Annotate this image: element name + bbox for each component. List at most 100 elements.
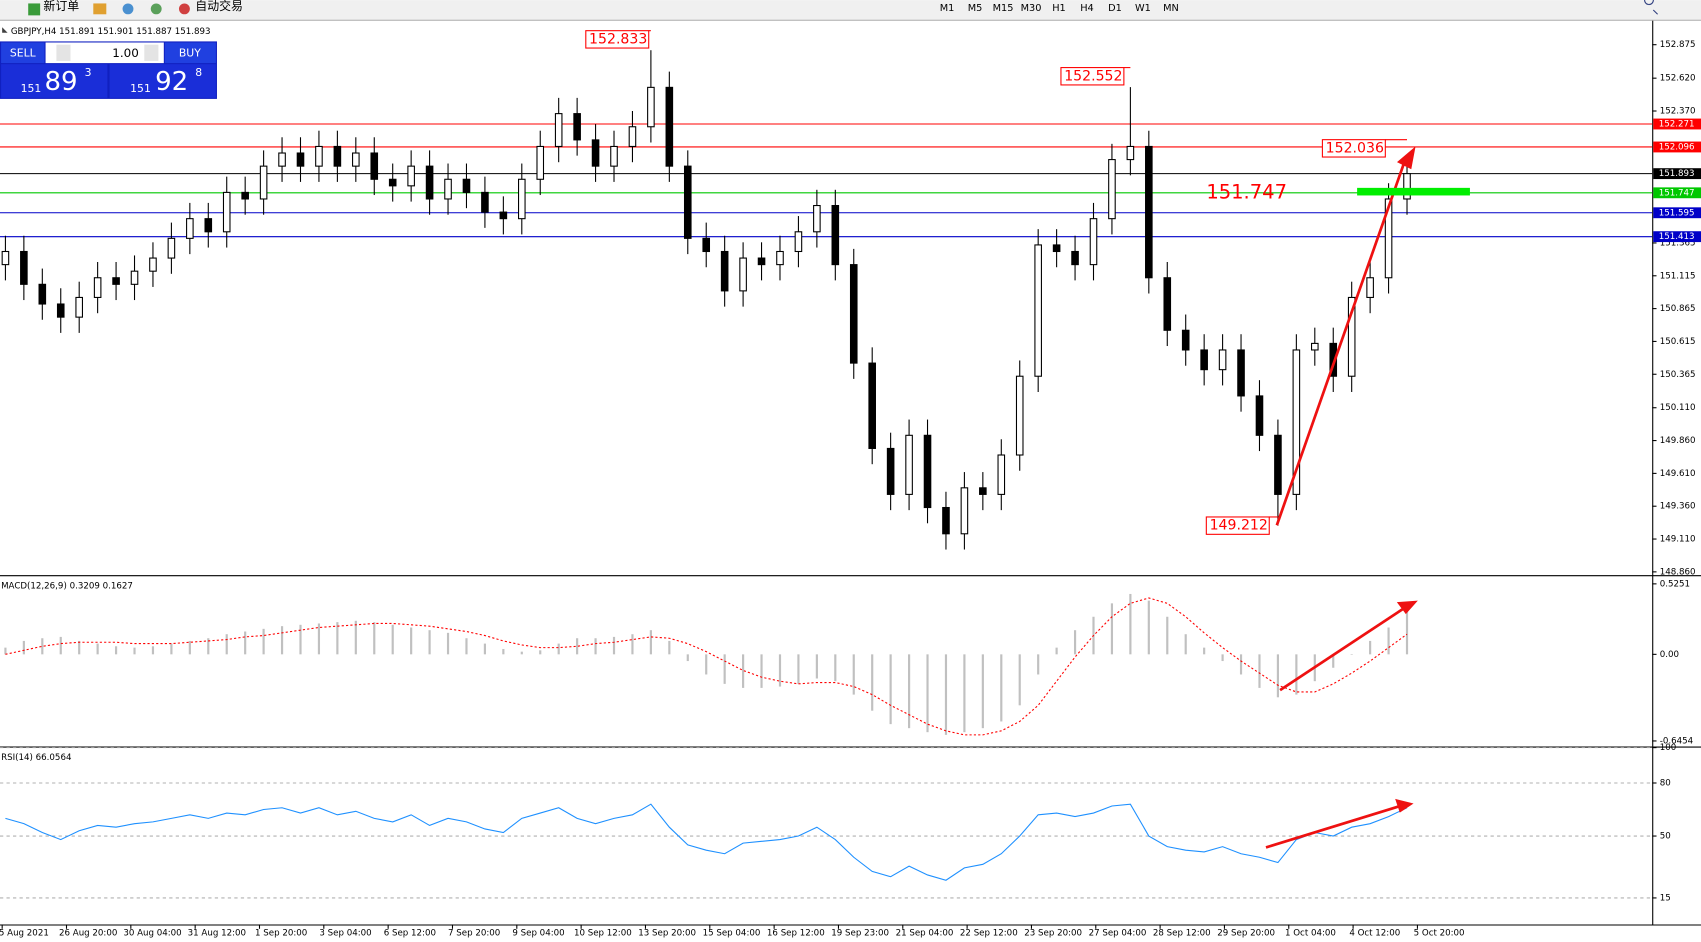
timeframe-button[interactable]: H1 <box>1052 3 1066 14</box>
level-label-bg <box>1653 141 1701 153</box>
candle-body <box>352 152 360 167</box>
candle-body <box>1384 198 1393 279</box>
candle-body <box>518 178 526 220</box>
plot-area: 152.875 152.620 152.370 151.365 151.115 150.8… <box>0 30 1701 939</box>
toolbar-icon[interactable] <box>150 3 162 15</box>
macd-bar <box>612 636 616 655</box>
x-tick-label: 7 Sep 20:00 <box>448 929 500 939</box>
level-annotation: 151.747 <box>1206 180 1287 203</box>
candle-body <box>130 270 139 285</box>
timeframe-button[interactable]: M30 <box>1021 3 1042 14</box>
candle-body <box>923 434 932 509</box>
auto-trading-icon[interactable] <box>178 3 190 15</box>
y-tick-label: 149.360 <box>1660 502 1696 512</box>
lots-up[interactable] <box>144 44 159 61</box>
y-tick-label: 0.00 <box>1660 650 1679 660</box>
level-label-bg <box>1653 187 1701 199</box>
arrowhead <box>1396 600 1418 615</box>
bid-box[interactable] <box>1 64 108 98</box>
y-tick-label: 150.615 <box>1660 337 1696 347</box>
arrowhead <box>1396 146 1416 170</box>
lots-value[interactable]: 1.00 <box>112 46 139 60</box>
macd-bar <box>78 640 81 655</box>
macd-bar <box>944 654 948 735</box>
lots-input[interactable] <box>45 42 164 64</box>
macd-bar <box>889 654 892 725</box>
macd-bar <box>834 654 837 682</box>
level-label-bg <box>1653 231 1701 243</box>
level-label: 151.893 <box>1659 169 1695 179</box>
candle-body <box>499 211 508 220</box>
new-order[interactable]: 新订单 <box>43 0 79 13</box>
candle-body <box>204 218 213 233</box>
timeframe-button[interactable]: D1 <box>1108 3 1122 14</box>
macd-bar <box>815 654 818 679</box>
x-tick-label: 1 Sep 20:00 <box>255 929 307 939</box>
new-order-icon[interactable] <box>28 3 41 16</box>
y-tick-label: -0.6454 <box>1660 736 1694 746</box>
macd-bar <box>686 654 689 662</box>
macd-bar <box>336 622 339 655</box>
candle-body <box>278 152 286 167</box>
candle-body <box>776 250 784 266</box>
candle-body <box>886 447 895 495</box>
candle-body <box>1255 395 1264 436</box>
level-label: 151.747 <box>1659 188 1695 198</box>
timeframe-bar: M1 M5 M15 M30 H1 H4 D1 W1 MN <box>940 3 1179 14</box>
candle-body <box>1200 349 1208 371</box>
buy-button[interactable] <box>164 42 216 64</box>
annotation: 152.552 <box>1064 68 1122 84</box>
timeframe-button[interactable]: M15 <box>993 3 1014 14</box>
y-tick-label: 149.860 <box>1660 436 1696 446</box>
candle-body <box>1163 277 1172 331</box>
sell-button[interactable] <box>1 42 45 64</box>
timeframe-button[interactable]: H4 <box>1080 3 1094 14</box>
macd-bar <box>4 647 7 655</box>
level-label: 152.096 <box>1659 142 1695 152</box>
timeframe-button[interactable]: M1 <box>940 3 955 14</box>
x-tick-label: 5 Aug 2021 <box>0 929 49 939</box>
macd-bar <box>502 648 505 655</box>
timeframe-button[interactable]: W1 <box>1135 3 1151 14</box>
candle-body <box>1034 244 1042 377</box>
candle-body <box>813 204 821 233</box>
timeframe-button[interactable]: MN <box>1163 3 1179 14</box>
auto-trading[interactable]: 自动交易 <box>195 0 243 13</box>
candle-body <box>1366 277 1374 298</box>
signal-line <box>5 597 1408 736</box>
macd-bar <box>280 626 284 655</box>
toolbar-icon[interactable] <box>93 3 107 15</box>
candle-body <box>388 178 397 187</box>
candle-body <box>905 434 913 495</box>
macd-bar <box>1239 654 1243 675</box>
macd-bar <box>96 643 99 655</box>
macd-bar <box>244 631 247 655</box>
timeframe-button[interactable]: M5 <box>968 3 983 14</box>
sell-label[interactable]: SELL <box>10 46 36 59</box>
macd-bar <box>41 638 44 655</box>
one-click-trading: SELL 1.00 BUY 151 89 3 151 92 8 <box>0 41 217 99</box>
macd-bar <box>1000 654 1003 722</box>
macd-bar <box>1184 634 1187 655</box>
level-label-bg <box>1653 118 1701 130</box>
search-icon[interactable] <box>1644 0 1658 15</box>
toolbar-icon[interactable] <box>122 3 134 15</box>
macd-bar <box>1055 647 1058 655</box>
candle-body <box>665 86 674 167</box>
macd-bar <box>410 627 413 655</box>
ask-box[interactable] <box>109 64 216 98</box>
y-tick-label: 152.620 <box>1660 74 1696 84</box>
buy-label[interactable]: BUY <box>179 46 201 59</box>
lots-down[interactable] <box>56 44 71 61</box>
y-tick-label: 151.365 <box>1660 238 1696 248</box>
candle-body <box>462 178 471 193</box>
candle-body <box>296 152 305 167</box>
macd-bar <box>852 654 855 695</box>
level-label-bg <box>1653 168 1701 180</box>
candle-body <box>1237 349 1245 397</box>
macd-bar <box>705 654 708 675</box>
macd-bar <box>373 622 376 655</box>
candle-body <box>628 126 637 147</box>
bid-sup: 3 <box>85 66 92 79</box>
